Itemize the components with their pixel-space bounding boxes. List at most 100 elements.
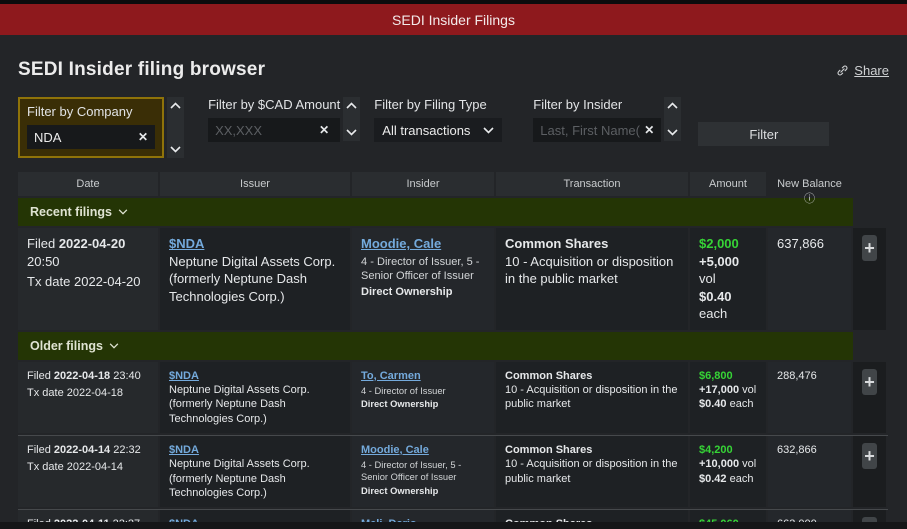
table-row: Filed 2022-04-18 23:40 Tx date 2022-04-1… [18, 361, 888, 433]
company-filter-label: Filter by Company [27, 104, 133, 119]
insider-link[interactable]: To, Carmen [361, 369, 421, 382]
insider-filter-input[interactable] [540, 122, 641, 138]
company-filter-group: Filter by Company ✕ [18, 97, 165, 158]
chevron-up-icon[interactable] [170, 102, 181, 109]
issuer-name: Neptune Digital Assets Corp. (formerly N… [169, 253, 336, 304]
section-recent-filings[interactable]: Recent filings [18, 198, 853, 226]
security-type: Common Shares [505, 369, 593, 382]
info-icon[interactable]: ⓘ [804, 193, 815, 205]
filing-type-value: All transactions [382, 122, 471, 138]
transaction-cell: Common Shares 10 - Acquisition or dispos… [496, 228, 688, 330]
amount-value: $6,800 [699, 369, 733, 382]
insider-cell: Moodie, Cale 4 - Director of Issuer, 5 -… [352, 435, 494, 508]
ownership-type: Direct Ownership [361, 399, 439, 410]
link-icon [836, 64, 849, 77]
insider-link[interactable]: Moodie, Cale [361, 443, 429, 456]
col-header-new-balance[interactable]: New Balance ⓘ [777, 178, 842, 205]
company-clear-icon[interactable]: ✕ [138, 130, 149, 144]
new-balance-cell: 637,866 [768, 228, 851, 330]
amount-value: $4,200 [699, 443, 733, 456]
chevron-down-icon [483, 126, 494, 134]
security-type: Common Shares [505, 443, 593, 456]
amount-cell: $6,800 +17,000 vol $0.40 each [690, 361, 766, 433]
expand-row-button[interactable]: + [862, 368, 877, 395]
company-filter-field: ✕ [27, 125, 156, 149]
ticker-link[interactable]: $NDA [169, 443, 199, 456]
issuer-cell: $NDA Neptune Digital Assets Corp. (forme… [160, 361, 350, 433]
issuer-name: Neptune Digital Assets Corp. (formerly N… [169, 384, 310, 425]
insider-filter-field: ✕ [533, 118, 662, 142]
transaction-cell: Common Shares 10 - Acquisition or dispos… [496, 361, 688, 433]
page-title: SEDI Insider filing browser [18, 59, 266, 80]
issuer-cell: $NDA Neptune Digital Assets Corp. (forme… [160, 228, 350, 330]
table-row: Filed 2022-04-20 20:50 Tx date 2022-04-2… [18, 228, 888, 330]
amount-filter-input[interactable] [215, 122, 316, 138]
section-older-filings[interactable]: Older filings [18, 331, 853, 360]
filter-button[interactable]: Filter [698, 122, 830, 146]
issuer-name: Neptune Digital Assets Corp. (formerly N… [169, 458, 310, 499]
company-filter-input[interactable] [34, 129, 134, 145]
filing-type-select[interactable]: All transactions [374, 118, 503, 142]
security-type: Common Shares [505, 236, 609, 251]
ownership-type: Direct Ownership [361, 485, 439, 496]
transaction-type: 10 - Acquisition or disposition in the p… [505, 458, 678, 485]
chevron-down-icon[interactable] [170, 146, 181, 153]
date-cell: Filed 2022-04-14 22:32 Tx date 2022-04-1… [18, 435, 158, 508]
actions-cell: + [853, 228, 886, 330]
filings-table: Date Issuer Insider Transaction Amount N… [18, 172, 888, 529]
bottom-strip [0, 522, 907, 529]
app-titlebar: SEDI Insider Filings [0, 4, 907, 35]
filing-type-filter-label: Filter by Filing Type [374, 97, 487, 112]
col-header-insider[interactable]: Insider [352, 172, 494, 196]
insider-link[interactable]: Moodie, Cale [361, 236, 442, 251]
insider-roles: 4 - Director of Issuer, 5 - Senior Offic… [361, 255, 480, 283]
new-balance-cell: 632,866 [768, 435, 851, 508]
ticker-link[interactable]: $NDA [169, 369, 199, 382]
insider-filter-label: Filter by Insider [533, 97, 623, 112]
app-title: SEDI Insider Filings [392, 11, 515, 28]
actions-cell: + [853, 361, 886, 433]
amount-filter-label: Filter by $CAD Amount [208, 97, 341, 112]
transaction-cell: Common Shares 10 - Acquisition or dispos… [496, 435, 688, 508]
filter-bar: Filter by Company ✕ Filter by $CAD Amoun… [18, 97, 889, 158]
amount-cell: $4,200 +10,000 vol $0.42 each [690, 435, 766, 508]
table-row: Filed 2022-04-14 22:32 Tx date 2022-04-1… [18, 434, 888, 508]
chevron-down-icon [118, 209, 128, 215]
chevron-down-icon[interactable] [667, 129, 678, 136]
top-strip [0, 0, 907, 4]
col-header-amount[interactable]: Amount [690, 172, 766, 196]
ticker-link[interactable]: $NDA [169, 236, 205, 251]
share-button[interactable]: Share [836, 63, 889, 78]
company-filter-spinner[interactable] [167, 97, 185, 158]
insider-filter-spinner[interactable] [664, 97, 682, 141]
issuer-cell: $NDA Neptune Digital Assets Corp. (forme… [160, 435, 350, 508]
col-header-date[interactable]: Date [18, 172, 158, 196]
transaction-type: 10 - Acquisition or disposition in the p… [505, 253, 674, 287]
table-header-row: Date Issuer Insider Transaction Amount N… [18, 172, 888, 205]
chevron-up-icon[interactable] [667, 102, 678, 109]
col-header-issuer[interactable]: Issuer [160, 172, 350, 196]
amount-filter-field: ✕ [208, 118, 341, 142]
chevron-up-icon[interactable] [346, 102, 357, 109]
share-label: Share [854, 62, 889, 78]
insider-clear-icon[interactable]: ✕ [644, 123, 655, 137]
col-header-actions [853, 172, 886, 196]
chevron-down-icon[interactable] [346, 129, 357, 136]
col-header-transaction[interactable]: Transaction [496, 172, 688, 196]
amount-value: $2,000 [699, 236, 739, 251]
insider-roles: 4 - Director of Issuer, 5 - Senior Offic… [361, 460, 462, 483]
date-cell: Filed 2022-04-18 23:40 Tx date 2022-04-1… [18, 361, 158, 433]
chevron-down-icon [109, 343, 119, 349]
ownership-type: Direct Ownership [361, 286, 453, 299]
insider-cell: To, Carmen 4 - Director of Issuer Direct… [352, 361, 494, 433]
expand-row-button[interactable]: + [862, 442, 877, 469]
new-balance-cell: 288,476 [768, 361, 851, 433]
insider-roles: 4 - Director of Issuer [361, 386, 446, 397]
expand-row-button[interactable]: + [862, 235, 877, 261]
amount-clear-icon[interactable]: ✕ [319, 123, 330, 137]
amount-filter-spinner[interactable] [343, 97, 361, 141]
amount-cell: $2,000 +5,000 vol $0.40 each [690, 228, 766, 330]
transaction-type: 10 - Acquisition or disposition in the p… [505, 384, 678, 411]
date-cell: Filed 2022-04-20 20:50 Tx date 2022-04-2… [18, 228, 158, 330]
insider-cell: Moodie, Cale 4 - Director of Issuer, 5 -… [352, 228, 494, 330]
